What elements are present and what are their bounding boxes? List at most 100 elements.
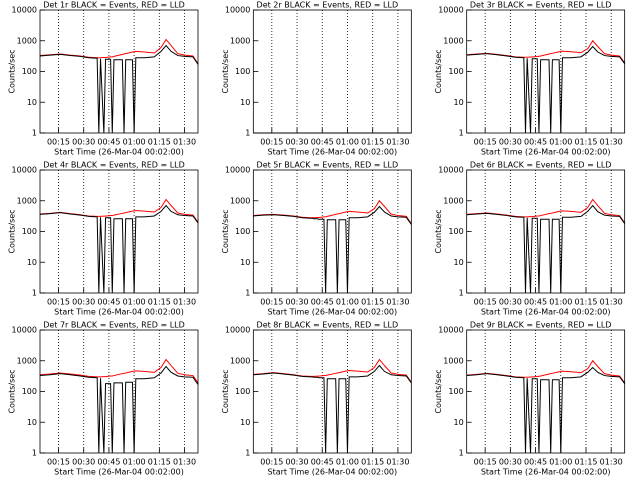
y-axis-label: Counts/sec	[434, 209, 443, 253]
x-tick-label: 01:00	[336, 458, 359, 467]
plot-frame	[39, 169, 199, 294]
x-tick-label: 01:15	[574, 458, 597, 467]
y-axis-label: Counts/sec	[8, 209, 17, 253]
panel: Det 4r BLACK = Events, RED = LLD Start Ti…	[8, 161, 199, 317]
y-tick-label: 10	[27, 258, 37, 267]
x-axis-label: Start Time (26-Mar-04 00:02:00)	[54, 148, 184, 157]
y-tick-label: 1	[32, 129, 37, 138]
y-tick-label: 1000	[230, 36, 250, 45]
x-tick-label: 00:45	[311, 298, 334, 307]
y-tick-label: 10	[27, 418, 37, 427]
x-tick-label: 00:30	[499, 298, 522, 307]
y-tick-label: 1	[245, 129, 250, 138]
x-tick-label: 00:30	[499, 458, 522, 467]
y-tick-label: 10000	[12, 326, 37, 335]
x-axis-label: Start Time (26-Mar-04 00:02:00)	[481, 308, 611, 317]
x-tick-label: 01:00	[549, 458, 572, 467]
plot-frame	[466, 9, 626, 134]
plot-frame	[39, 329, 199, 454]
chart-title: Det 4r BLACK = Events, RED = LLD	[43, 161, 185, 170]
series-line	[466, 45, 626, 134]
y-tick-label: 10	[240, 98, 250, 107]
y-tick-label: 10000	[438, 166, 463, 175]
x-tick-label: 01:00	[549, 298, 572, 307]
series-line	[253, 205, 412, 294]
x-tick-label: 01:30	[173, 298, 196, 307]
y-axis-label: Counts/sec	[8, 369, 17, 413]
plot-frame	[466, 329, 626, 454]
x-axis-label: Start Time (26-Mar-04 00:02:00)	[54, 468, 184, 477]
x-tick-label: 01:00	[336, 138, 359, 147]
series-line	[466, 204, 626, 294]
x-tick-label: 00:30	[286, 298, 309, 307]
x-tick-label: 01:30	[600, 138, 623, 147]
panel: Det 1r BLACK = Events, RED = LLD Start Ti…	[8, 1, 199, 157]
plot-frame	[466, 169, 626, 294]
x-tick-label: 00:30	[499, 138, 522, 147]
x-tick-label: 01:15	[361, 458, 384, 467]
x-tick-label: 00:15	[474, 298, 497, 307]
y-axis-label: Counts/sec	[221, 369, 230, 413]
x-tick-label: 01:30	[600, 298, 623, 307]
x-tick-label: 00:15	[474, 458, 497, 467]
y-axis-label: Counts/sec	[434, 49, 443, 93]
x-tick-label: 00:30	[72, 458, 95, 467]
plot-frame	[39, 9, 199, 134]
chart-title: Det 9r BLACK = Events, RED = LLD	[470, 321, 612, 330]
panel: Det 3r BLACK = Events, RED = LLD Start Ti…	[434, 1, 626, 157]
x-tick-label: 00:45	[524, 298, 547, 307]
chart-title: Det 7r BLACK = Events, RED = LLD	[43, 321, 185, 330]
x-tick-label: 00:15	[260, 298, 283, 307]
x-tick-label: 01:15	[361, 298, 384, 307]
y-tick-label: 1	[459, 449, 464, 458]
series-line	[39, 365, 199, 454]
y-tick-label: 100	[235, 387, 250, 396]
y-tick-label: 1	[459, 129, 464, 138]
x-tick-label: 01:15	[574, 298, 597, 307]
y-tick-label: 100	[22, 387, 37, 396]
y-tick-label: 10000	[225, 326, 250, 335]
x-tick-label: 01:15	[148, 298, 171, 307]
y-tick-label: 1000	[443, 196, 463, 205]
y-tick-label: 10000	[12, 6, 37, 15]
y-tick-label: 10000	[12, 166, 37, 175]
x-tick-label: 00:15	[47, 298, 70, 307]
x-tick-label: 00:15	[47, 138, 70, 147]
y-axis-label: Counts/sec	[8, 49, 17, 93]
y-axis-label: Counts/sec	[434, 369, 443, 413]
x-tick-label: 00:45	[524, 138, 547, 147]
y-tick-label: 1	[459, 289, 464, 298]
y-tick-label: 10000	[225, 6, 250, 15]
chart-title: Det 3r BLACK = Events, RED = LLD	[470, 1, 612, 10]
y-tick-label: 100	[448, 387, 463, 396]
x-tick-label: 01:30	[600, 458, 623, 467]
x-tick-label: 01:00	[549, 138, 572, 147]
y-tick-label: 100	[22, 67, 37, 76]
plot-frame	[252, 9, 412, 134]
x-tick-label: 01:30	[386, 458, 409, 467]
y-tick-label: 10	[27, 98, 37, 107]
chart-title: Det 8r BLACK = Events, RED = LLD	[257, 321, 399, 330]
x-tick-label: 00:15	[474, 138, 497, 147]
y-tick-label: 100	[448, 227, 463, 236]
chart-title: Det 1r BLACK = Events, RED = LLD	[43, 1, 185, 10]
y-tick-label: 100	[22, 227, 37, 236]
x-tick-label: 01:30	[386, 298, 409, 307]
x-tick-label: 00:45	[97, 298, 120, 307]
x-tick-label: 01:00	[123, 138, 146, 147]
chart-title: Det 5r BLACK = Events, RED = LLD	[257, 161, 399, 170]
panel: Det 5r BLACK = Events, RED = LLD Start Ti…	[221, 161, 412, 317]
x-tick-label: 01:00	[123, 298, 146, 307]
plot-frame	[252, 169, 412, 294]
x-axis-label: Start Time (26-Mar-04 00:02:00)	[481, 148, 611, 157]
series-line	[39, 358, 199, 384]
y-tick-label: 10000	[225, 166, 250, 175]
x-tick-label: 01:15	[574, 138, 597, 147]
y-axis-label: Counts/sec	[221, 209, 230, 253]
x-tick-label: 01:00	[336, 298, 359, 307]
y-axis-label: Counts/sec	[221, 49, 230, 93]
y-tick-label: 1000	[17, 356, 37, 365]
x-axis-label: Start Time (26-Mar-04 00:02:00)	[481, 468, 611, 477]
